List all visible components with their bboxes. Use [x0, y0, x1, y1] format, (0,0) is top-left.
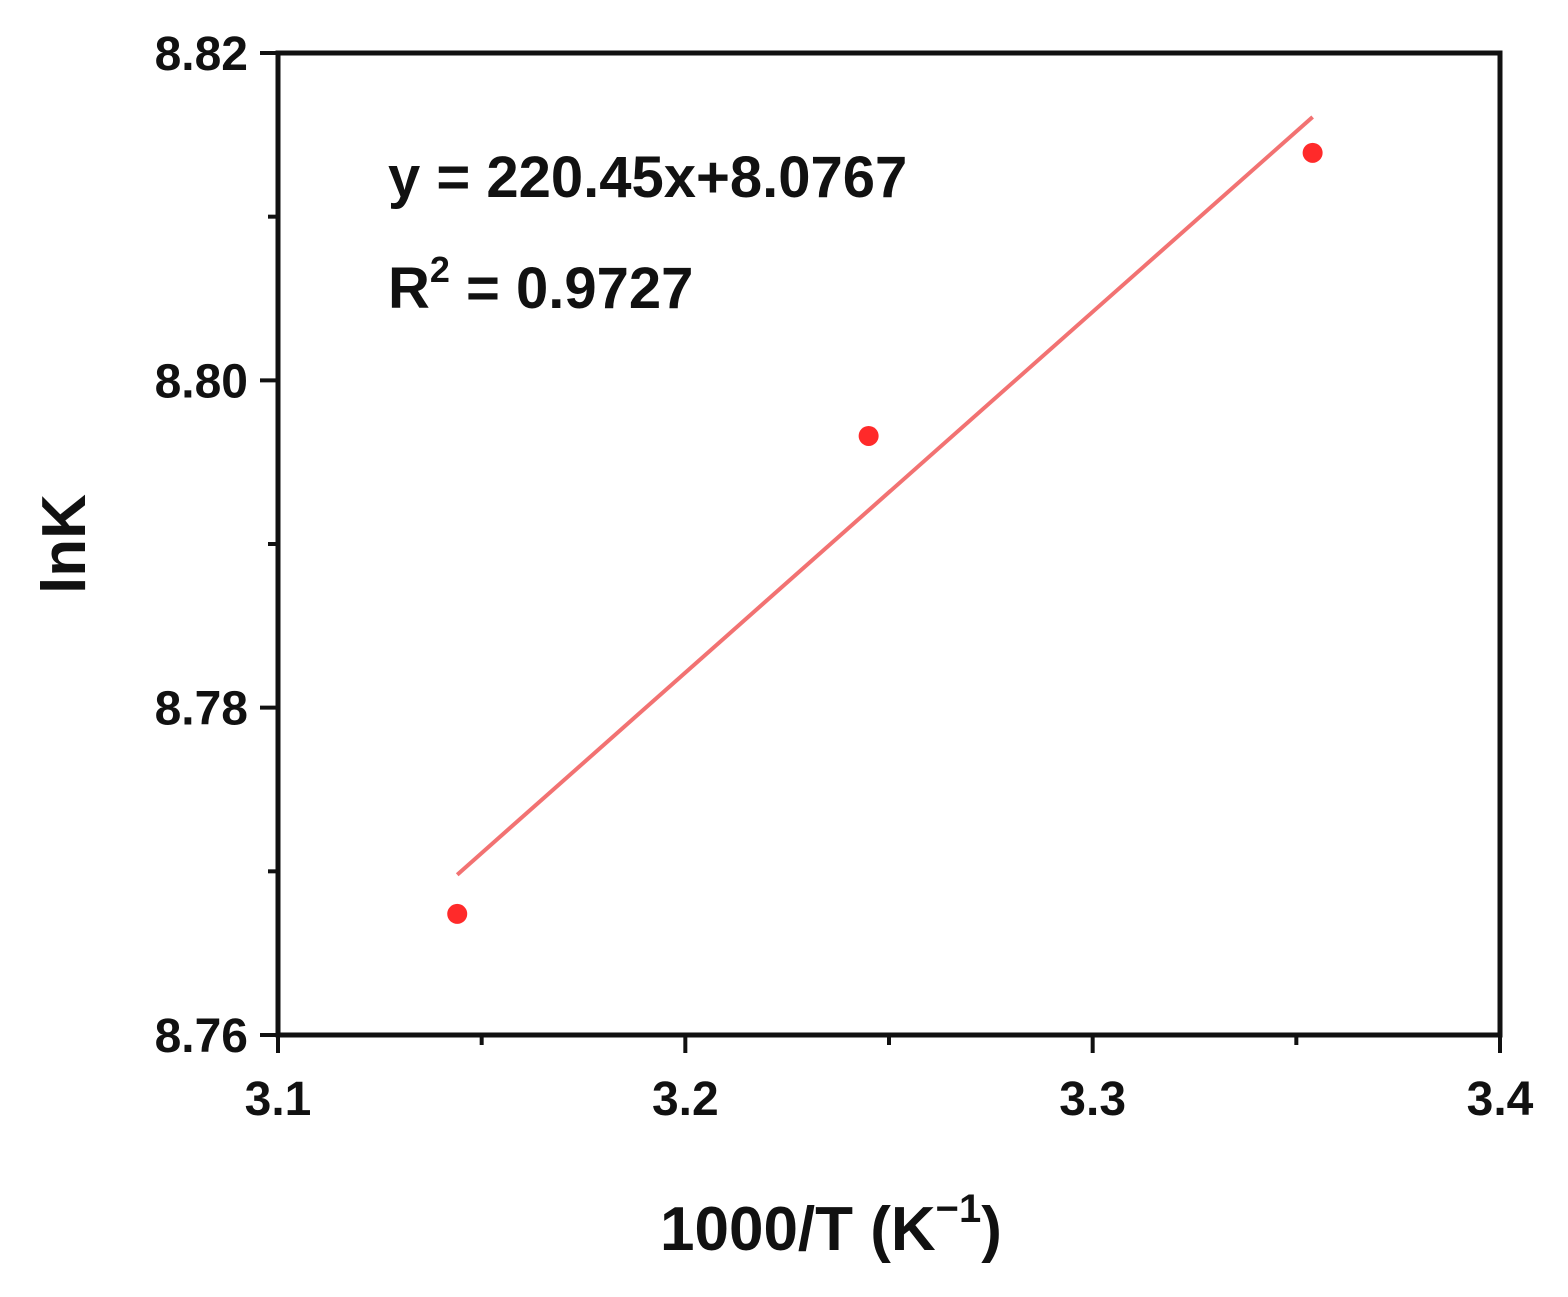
data-point [447, 903, 468, 924]
y-tick-label: 8.78 [155, 683, 248, 736]
x-tick-label: 3.4 [1467, 1073, 1534, 1126]
data-points [447, 142, 1323, 924]
x-tick-label: 3.2 [652, 1073, 719, 1126]
y-axis-title: lnK [30, 494, 99, 594]
equation-annotation: y = 220.45x+8.0767 [388, 145, 907, 210]
fit-line [455, 115, 1314, 877]
y-tick-label: 8.76 [155, 1010, 248, 1063]
x-tick-label: 3.1 [245, 1073, 312, 1126]
data-point [858, 425, 879, 446]
y-tick-label: 8.80 [155, 355, 248, 408]
r-squared-prefix: R [388, 256, 430, 321]
y-axis-ticks: 8.76 8.78 8.80 8.82 [155, 28, 278, 1063]
x-tick-label: 3.3 [1059, 1073, 1126, 1126]
x-axis-ticks: 3.1 3.2 3.3 3.4 [245, 1035, 1534, 1126]
x-axis-title-suffix: ) [981, 1195, 1002, 1264]
r-squared-value: = 0.9727 [450, 256, 694, 321]
x-axis-title-main: 1000/T (K [660, 1195, 936, 1264]
r-squared-superscript: 2 [430, 249, 450, 290]
r-squared-annotation: R2 = 0.9727 [388, 249, 693, 321]
y-tick-label: 8.82 [155, 28, 248, 81]
x-axis-title: 1000/T (K−1) [660, 1187, 1002, 1264]
data-point [1302, 142, 1323, 163]
x-axis-title-superscript: −1 [936, 1187, 982, 1231]
